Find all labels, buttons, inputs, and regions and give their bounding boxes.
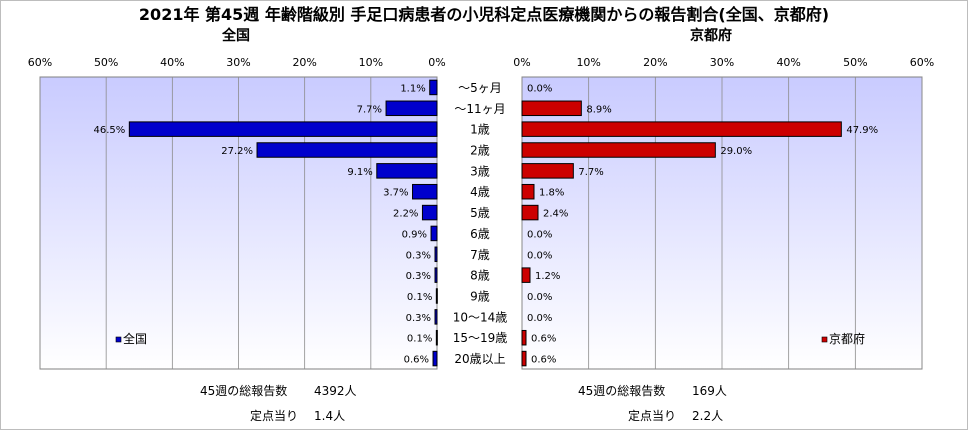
category-label: 3歳 xyxy=(470,164,490,178)
right-bar xyxy=(521,267,531,283)
right-total-label: 45週の総報告数 xyxy=(578,383,665,398)
right-tick-label: 10% xyxy=(576,56,600,69)
right-legend-swatch xyxy=(821,336,828,343)
right-data-label: 0.6% xyxy=(531,334,556,345)
left-bar xyxy=(385,100,438,117)
left-tick-label: 40% xyxy=(160,56,184,69)
left-bar xyxy=(376,163,438,179)
right-per-site-value: 2.2人 xyxy=(692,409,723,423)
right-data-label: 1.8% xyxy=(539,188,564,199)
left-bar xyxy=(434,267,438,283)
right-data-label: 0.6% xyxy=(531,355,556,366)
right-tick-label: 40% xyxy=(776,56,800,69)
left-bar xyxy=(421,204,438,221)
left-per-site-label: 定点当り xyxy=(250,408,298,423)
right-tick-label: 0% xyxy=(513,56,530,69)
left-tick-label: 30% xyxy=(226,56,250,69)
right-bar xyxy=(521,163,574,179)
left-data-label: 1.1% xyxy=(400,83,425,94)
left-bar xyxy=(435,329,438,346)
left-data-label: 3.7% xyxy=(383,188,408,199)
left-data-label: 7.7% xyxy=(357,104,382,115)
category-label: ～11ヶ月 xyxy=(454,102,505,116)
right-bar xyxy=(521,121,842,137)
category-label: 2歳 xyxy=(470,144,490,158)
category-label: ～5ヶ月 xyxy=(458,81,502,95)
left-total-value: 4392人 xyxy=(314,384,357,398)
right-tick-label: 60% xyxy=(910,56,934,69)
right-tick-label: 30% xyxy=(710,56,734,69)
right-data-label: 0.0% xyxy=(527,229,552,240)
left-data-label: 0.1% xyxy=(407,292,432,303)
right-data-label: 8.9% xyxy=(586,104,611,115)
right-legend-label: 京都府 xyxy=(829,331,865,346)
left-data-label: 0.3% xyxy=(406,271,431,282)
right-data-label: 29.0% xyxy=(720,146,752,157)
category-label: 10～14歳 xyxy=(453,310,508,324)
right-data-label: 1.2% xyxy=(535,271,560,282)
left-per-site-value: 1.4人 xyxy=(314,409,345,423)
left-bar xyxy=(128,121,438,137)
left-data-label: 0.6% xyxy=(404,355,429,366)
left-bar xyxy=(429,79,438,96)
left-data-label: 27.2% xyxy=(221,146,253,157)
right-per-site-label: 定点当り xyxy=(628,408,676,423)
left-data-label: 0.1% xyxy=(407,334,432,345)
left-bar xyxy=(434,309,438,325)
right-data-label: 0.0% xyxy=(527,313,552,324)
category-label: 6歳 xyxy=(470,227,490,241)
left-data-label: 0.3% xyxy=(406,313,431,324)
right-data-label: 0.0% xyxy=(527,83,552,94)
right-tick-label: 20% xyxy=(643,56,667,69)
category-label: 7歳 xyxy=(470,248,490,262)
left-legend-swatch xyxy=(115,336,122,343)
category-label: 15～19歳 xyxy=(453,331,508,345)
left-data-label: 46.5% xyxy=(94,125,126,136)
right-data-label: 0.0% xyxy=(527,250,552,261)
left-data-label: 0.9% xyxy=(402,229,427,240)
right-data-label: 7.7% xyxy=(578,167,603,178)
left-tick-label: 60% xyxy=(28,56,52,69)
left-data-label: 2.2% xyxy=(393,209,418,220)
left-data-label: 0.3% xyxy=(406,250,431,261)
category-label: 5歳 xyxy=(470,206,490,220)
left-bar xyxy=(435,288,438,304)
right-total-value: 169人 xyxy=(692,384,727,398)
chart-title: 2021年 第45週 年齢階級別 手足口病患者の小児科定点医療機関からの報告割合… xyxy=(139,5,829,24)
right-bar xyxy=(521,329,527,346)
left-bar xyxy=(432,350,438,367)
right-bar xyxy=(521,183,535,200)
right-data-label: 2.4% xyxy=(543,209,568,220)
right-data-label: 0.0% xyxy=(527,292,552,303)
right-panel: 京都府 0% 10% 20% 30% 40% 50% 60% 0.0% 8.9% 47.9% 29.0… xyxy=(513,27,934,423)
right-data-label: 47.9% xyxy=(846,125,878,136)
left-tick-label: 10% xyxy=(359,56,383,69)
left-panel: 全国 0% 10% 20% 30% 40% 50% 60% 1.1% 7.7% 46.5% 27.2%… xyxy=(28,27,446,423)
right-bar xyxy=(521,100,582,117)
left-bar xyxy=(434,246,438,263)
left-bar xyxy=(430,225,438,242)
right-bar xyxy=(521,142,716,158)
category-label: 8歳 xyxy=(470,269,490,283)
left-total-label: 45週の総報告数 xyxy=(200,383,287,398)
right-panel-title: 京都府 xyxy=(690,27,732,44)
left-tick-label: 50% xyxy=(94,56,118,69)
right-bar xyxy=(521,350,527,367)
category-labels: ～5ヶ月 ～11ヶ月 1歳 2歳 3歳 4歳 5歳 6歳 7歳 8歳 9歳 10～14歳 15～19歳 2… xyxy=(453,81,508,366)
category-label: 1歳 xyxy=(470,123,490,137)
left-tick-label: 0% xyxy=(428,56,445,69)
left-legend-label: 全国 xyxy=(123,331,147,346)
category-label: 20歳以上 xyxy=(454,352,505,366)
left-data-label: 9.1% xyxy=(347,167,372,178)
left-panel-title: 全国 xyxy=(221,27,250,44)
right-tick-label: 50% xyxy=(843,56,867,69)
category-label: 9歳 xyxy=(470,290,490,304)
left-bar xyxy=(412,183,438,200)
left-tick-label: 20% xyxy=(292,56,316,69)
left-bar xyxy=(256,142,438,158)
category-label: 4歳 xyxy=(470,185,490,199)
right-bar xyxy=(521,204,539,221)
